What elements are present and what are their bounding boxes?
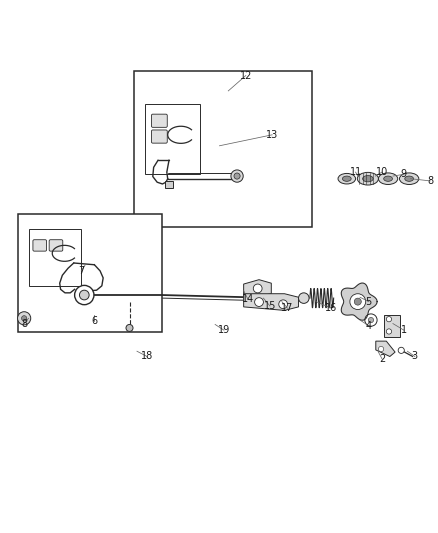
Ellipse shape bbox=[399, 173, 418, 184]
Circle shape bbox=[298, 293, 308, 303]
Polygon shape bbox=[340, 283, 376, 320]
Circle shape bbox=[349, 294, 365, 310]
Text: 12: 12 bbox=[239, 70, 251, 80]
Text: 1: 1 bbox=[400, 325, 406, 335]
Ellipse shape bbox=[404, 176, 413, 181]
Text: 7: 7 bbox=[78, 266, 84, 276]
Text: 14: 14 bbox=[241, 294, 254, 304]
Ellipse shape bbox=[362, 175, 372, 182]
Polygon shape bbox=[18, 214, 162, 333]
Text: 5: 5 bbox=[365, 297, 371, 306]
Circle shape bbox=[364, 314, 376, 326]
Text: 8: 8 bbox=[21, 319, 27, 328]
Circle shape bbox=[385, 329, 391, 334]
Ellipse shape bbox=[342, 176, 350, 181]
Polygon shape bbox=[134, 71, 311, 227]
Text: 13: 13 bbox=[265, 130, 278, 140]
FancyBboxPatch shape bbox=[33, 240, 46, 251]
Polygon shape bbox=[164, 181, 172, 188]
Polygon shape bbox=[383, 315, 399, 337]
FancyBboxPatch shape bbox=[151, 114, 167, 127]
Circle shape bbox=[233, 173, 240, 179]
Text: 8: 8 bbox=[426, 176, 432, 186]
Circle shape bbox=[353, 298, 360, 305]
Circle shape bbox=[367, 318, 373, 322]
Circle shape bbox=[397, 348, 403, 353]
Circle shape bbox=[79, 290, 89, 300]
FancyBboxPatch shape bbox=[151, 130, 167, 143]
FancyBboxPatch shape bbox=[49, 240, 63, 251]
Circle shape bbox=[126, 325, 133, 332]
Circle shape bbox=[378, 346, 383, 352]
Text: 10: 10 bbox=[375, 167, 387, 177]
Text: 3: 3 bbox=[411, 351, 417, 361]
Polygon shape bbox=[28, 229, 81, 286]
Circle shape bbox=[74, 285, 94, 305]
Circle shape bbox=[253, 284, 261, 293]
Text: 6: 6 bbox=[91, 317, 97, 326]
Circle shape bbox=[254, 297, 263, 306]
Circle shape bbox=[385, 317, 391, 322]
Text: 9: 9 bbox=[400, 169, 406, 179]
Text: 18: 18 bbox=[141, 351, 153, 361]
Polygon shape bbox=[375, 341, 394, 357]
Polygon shape bbox=[145, 104, 199, 174]
Ellipse shape bbox=[383, 176, 392, 181]
Text: 2: 2 bbox=[378, 354, 384, 364]
Circle shape bbox=[21, 316, 27, 321]
Polygon shape bbox=[243, 280, 271, 296]
Text: 17: 17 bbox=[281, 303, 293, 313]
Text: 4: 4 bbox=[365, 321, 371, 331]
Polygon shape bbox=[243, 294, 298, 310]
Ellipse shape bbox=[337, 173, 355, 184]
Circle shape bbox=[230, 170, 243, 182]
Circle shape bbox=[18, 312, 31, 325]
Text: 15: 15 bbox=[263, 301, 276, 311]
Text: 16: 16 bbox=[325, 303, 337, 313]
Text: 19: 19 bbox=[217, 325, 230, 335]
Ellipse shape bbox=[378, 173, 397, 184]
Text: 11: 11 bbox=[349, 167, 361, 177]
Ellipse shape bbox=[357, 172, 378, 185]
Circle shape bbox=[278, 300, 287, 309]
